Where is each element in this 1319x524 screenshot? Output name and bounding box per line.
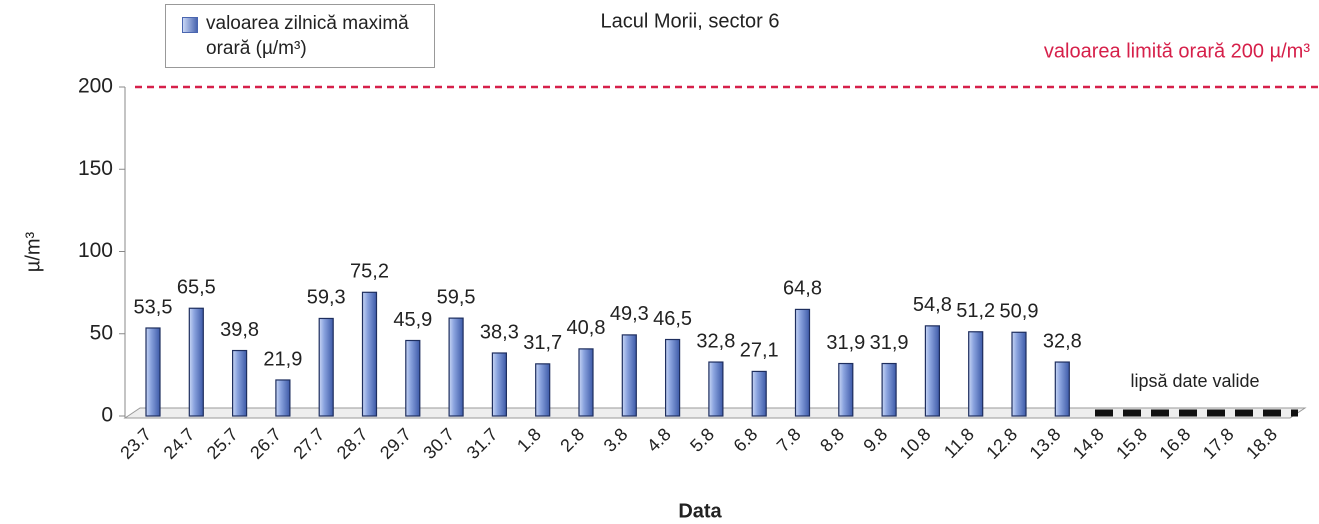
data-label: 21,9 — [263, 348, 302, 370]
bar — [924, 325, 941, 417]
data-label: 50,9 — [1000, 301, 1039, 323]
data-label: 40,8 — [567, 317, 606, 339]
x-tick-label: 5.8 — [686, 424, 718, 456]
bar — [708, 361, 724, 417]
bar — [232, 349, 248, 417]
x-tick-label: 30.7 — [419, 424, 458, 463]
x-tick-label: 1.8 — [513, 424, 545, 456]
chart-title: Lacul Morii, sector 6 — [601, 10, 780, 32]
bar — [491, 352, 507, 417]
x-tick-label: 25.7 — [203, 424, 242, 463]
x-tick-label: 16.8 — [1155, 424, 1194, 463]
x-tick-label: 12.8 — [982, 424, 1021, 463]
bar — [838, 362, 854, 417]
x-tick-label: 10.8 — [896, 424, 935, 463]
bar — [361, 291, 378, 417]
bar — [881, 362, 897, 417]
data-label: 59,5 — [437, 286, 476, 308]
x-tick-label: 23.7 — [116, 424, 155, 463]
x-tick-label: 6.8 — [730, 424, 762, 456]
x-tick-label: 31.7 — [463, 424, 502, 463]
legend: valoarea zilnică maximă orară (µ/m³) — [165, 4, 435, 68]
data-label: 51,2 — [956, 300, 995, 322]
data-label: 45,9 — [393, 309, 432, 331]
bar — [751, 370, 767, 417]
x-axis-label: Data — [678, 500, 722, 522]
bar — [621, 334, 637, 417]
bar — [275, 379, 291, 417]
data-label: 38,3 — [480, 321, 519, 343]
data-label: 49,3 — [610, 303, 649, 325]
bar — [188, 307, 204, 417]
legend-swatch — [182, 17, 198, 33]
data-label: 31,7 — [523, 332, 562, 354]
x-tick-label: 7.8 — [773, 424, 805, 456]
bar — [1011, 331, 1027, 417]
threshold-label: valoarea limită orară 200 µ/m³ — [1044, 40, 1310, 62]
data-label: 32,8 — [696, 330, 735, 352]
y-tick-label: 150 — [78, 157, 113, 180]
y-tick-label: 100 — [78, 239, 113, 262]
bar — [664, 338, 681, 417]
x-tick-label: 17.8 — [1199, 424, 1238, 463]
x-tick-label: 8.8 — [816, 424, 848, 456]
bar — [535, 363, 551, 417]
x-tick-label: 13.8 — [1026, 424, 1065, 463]
x-tick-label: 24.7 — [160, 424, 199, 463]
annotation: lipsă date valide — [1130, 371, 1259, 391]
data-label: 75,2 — [350, 261, 389, 283]
y-tick-label: 200 — [78, 75, 113, 98]
data-label: 32,8 — [1043, 330, 1082, 352]
data-label: 27,1 — [740, 340, 779, 362]
data-label: 59,3 — [307, 287, 346, 309]
y-tick-label: 50 — [90, 321, 113, 344]
y-axis-label: µ/m³ — [22, 231, 44, 272]
data-label: 53,5 — [134, 296, 173, 318]
x-tick-label: 18.8 — [1242, 424, 1281, 463]
bar — [405, 339, 421, 417]
x-tick-label: 14.8 — [1069, 424, 1108, 463]
x-tick-label: 29.7 — [376, 424, 415, 463]
x-tick-label: 27.7 — [289, 424, 328, 463]
x-tick-label: 26.7 — [246, 424, 285, 463]
x-tick-label: 15.8 — [1112, 424, 1151, 463]
bar — [318, 317, 334, 417]
legend-label: valoarea zilnică maximă orară (µ/m³) — [206, 13, 409, 59]
bar — [448, 317, 464, 417]
x-tick-label: 11.8 — [940, 424, 978, 462]
data-label: 31,9 — [870, 332, 909, 354]
bar — [1054, 361, 1070, 417]
data-label: 39,8 — [220, 319, 259, 341]
bar — [968, 331, 984, 417]
y-tick-label: 0 — [101, 404, 113, 427]
bar — [794, 308, 811, 417]
data-label: 46,5 — [653, 308, 692, 330]
bar — [578, 348, 594, 417]
x-tick-label: 4.8 — [643, 424, 675, 456]
x-tick-label: 2.8 — [556, 424, 588, 456]
x-tick-label: 28.7 — [333, 424, 372, 463]
data-label: 54,8 — [913, 294, 952, 316]
data-label: 31,9 — [826, 332, 865, 354]
x-tick-label: 9.8 — [859, 424, 891, 456]
data-label: 64,8 — [783, 278, 822, 300]
bar — [145, 327, 161, 417]
data-label: 65,5 — [177, 277, 216, 299]
x-tick-label: 3.8 — [600, 424, 632, 456]
